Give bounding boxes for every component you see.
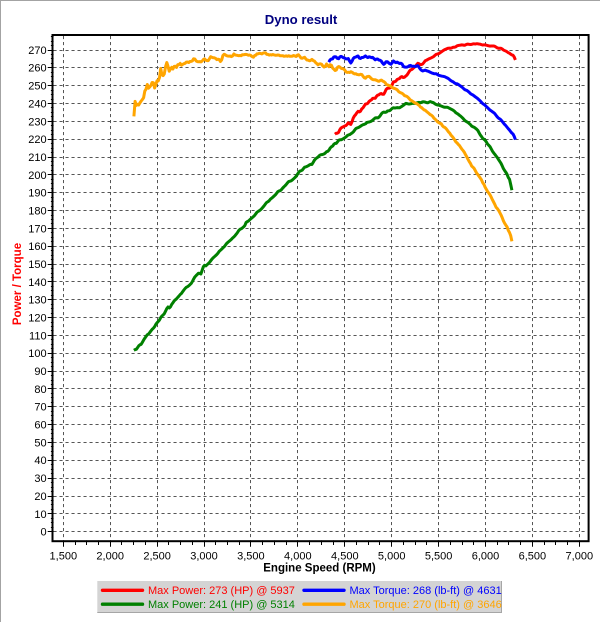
svg-text:20: 20 xyxy=(34,491,46,503)
svg-text:7,000: 7,000 xyxy=(566,551,594,563)
svg-text:130: 130 xyxy=(28,295,46,307)
svg-text:160: 160 xyxy=(28,241,46,253)
svg-text:30: 30 xyxy=(34,473,46,485)
svg-text:4,000: 4,000 xyxy=(284,551,312,563)
svg-text:150: 150 xyxy=(28,259,46,271)
svg-text:230: 230 xyxy=(28,116,46,128)
svg-text:10: 10 xyxy=(34,509,46,521)
svg-text:4,500: 4,500 xyxy=(331,551,359,563)
svg-text:0: 0 xyxy=(40,527,46,539)
svg-text:50: 50 xyxy=(34,437,46,449)
svg-text:40: 40 xyxy=(34,455,46,467)
svg-text:Max Torque: 268 (lb-ft) @ 4631: Max Torque: 268 (lb-ft) @ 4631 xyxy=(350,585,502,597)
svg-text:110: 110 xyxy=(29,330,47,342)
svg-text:210: 210 xyxy=(28,152,46,164)
svg-text:260: 260 xyxy=(28,63,46,75)
svg-text:120: 120 xyxy=(28,313,46,325)
svg-text:5,000: 5,000 xyxy=(378,551,406,563)
svg-text:220: 220 xyxy=(28,134,46,146)
svg-text:Max Power: 241 (HP) @ 5314: Max Power: 241 (HP) @ 5314 xyxy=(148,599,295,611)
svg-text:80: 80 xyxy=(34,384,46,396)
svg-text:Engine Speed (RPM): Engine Speed (RPM) xyxy=(263,563,376,575)
svg-text:170: 170 xyxy=(28,223,46,235)
svg-text:5,500: 5,500 xyxy=(425,551,453,563)
svg-text:Dyno result: Dyno result xyxy=(265,12,338,27)
svg-text:70: 70 xyxy=(34,402,46,414)
svg-text:6,500: 6,500 xyxy=(519,551,547,563)
svg-text:200: 200 xyxy=(28,170,46,182)
svg-text:240: 240 xyxy=(28,98,46,110)
svg-text:3,500: 3,500 xyxy=(237,551,265,563)
svg-text:Max Torque: 270 (lb-ft) @ 3646: Max Torque: 270 (lb-ft) @ 3646 xyxy=(350,599,502,611)
svg-text:140: 140 xyxy=(28,277,46,289)
svg-text:190: 190 xyxy=(28,188,46,200)
svg-text:1,500: 1,500 xyxy=(50,551,78,563)
svg-text:180: 180 xyxy=(28,206,46,218)
svg-text:60: 60 xyxy=(34,420,46,432)
svg-text:250: 250 xyxy=(28,81,46,93)
svg-text:Power / Torque: Power / Torque xyxy=(12,243,24,325)
svg-text:6,000: 6,000 xyxy=(472,551,500,563)
svg-text:270: 270 xyxy=(28,45,46,57)
svg-text:90: 90 xyxy=(34,366,46,378)
svg-text:2,000: 2,000 xyxy=(96,551,124,563)
svg-text:Max Power: 273 (HP) @ 5937: Max Power: 273 (HP) @ 5937 xyxy=(148,585,295,597)
svg-text:100: 100 xyxy=(28,348,46,360)
svg-text:3,000: 3,000 xyxy=(190,551,218,563)
svg-text:2,500: 2,500 xyxy=(143,551,171,563)
